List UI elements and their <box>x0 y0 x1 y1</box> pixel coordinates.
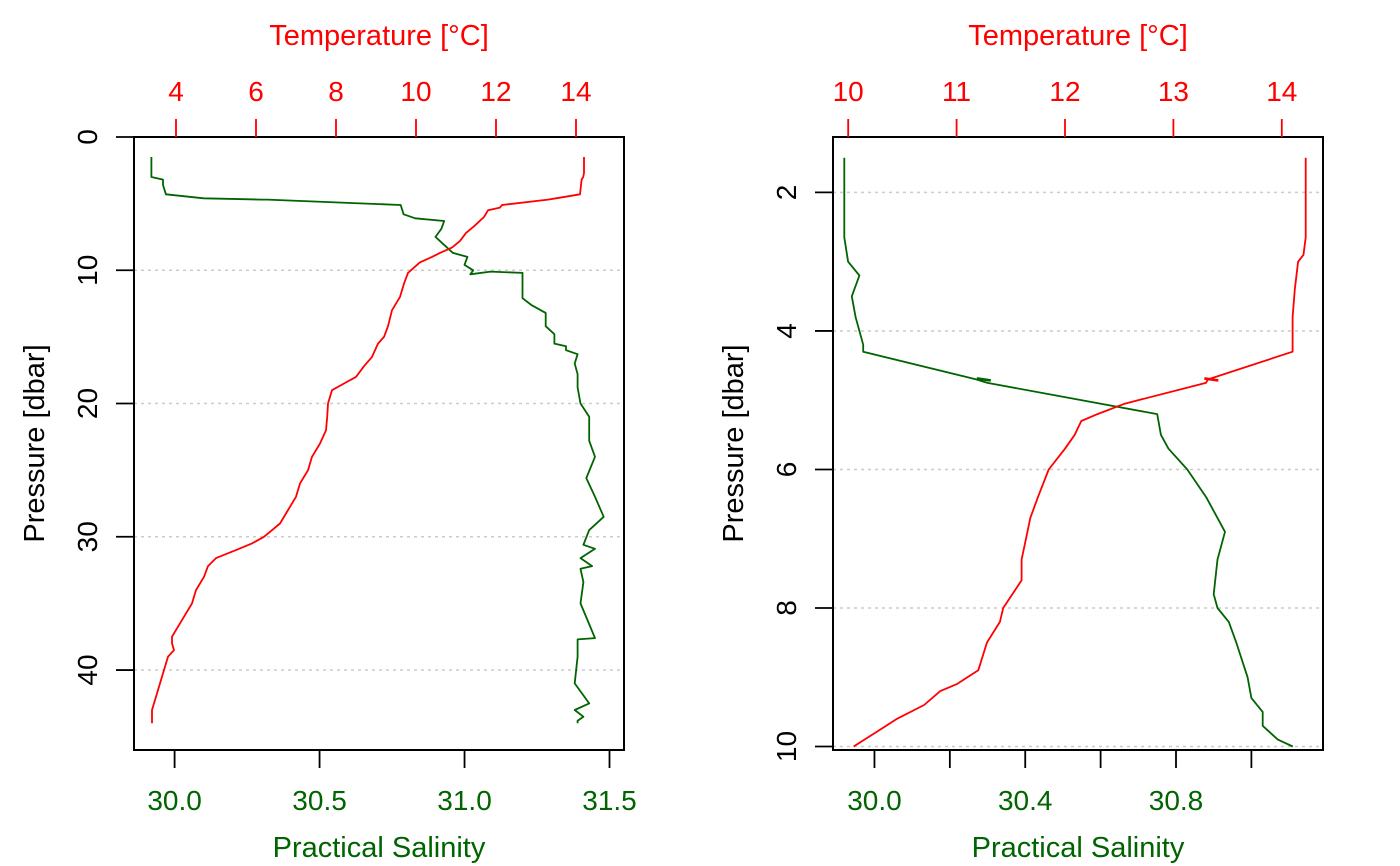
plot-frame <box>133 136 625 751</box>
y-tick-label: 4 <box>771 323 802 339</box>
x2-axis-title: Temperature [°C] <box>968 20 1188 52</box>
temperature-profile-line <box>151 157 585 724</box>
salinity-profile-line <box>150 157 605 724</box>
salinity-profile-line <box>843 157 1294 748</box>
right-profile-panel: 30.0 30.4 30.8 Practical Salinity 10 11 12 13 14… <box>718 20 1324 864</box>
x2-tick-label: 13 <box>1158 76 1189 107</box>
x2-tick-label: 14 <box>1266 76 1297 107</box>
y-tick-label: 10 <box>72 255 103 286</box>
plot-frame <box>832 136 1324 751</box>
x2-tick-label: 14 <box>560 76 591 107</box>
y-tick-label: 20 <box>72 388 103 419</box>
x-tick-label: 30.0 <box>847 785 902 816</box>
x2-tick-label: 8 <box>328 76 344 107</box>
x-tick-label: 30.4 <box>998 785 1053 816</box>
x2-tick-label: 10 <box>833 76 864 107</box>
left-profile-panel: 30.0 30.5 31.0 31.5 Practical Salinity 4 6 8 10 1… <box>19 20 637 864</box>
y-tick-label: 0 <box>72 129 103 145</box>
x-axis-title: Practical Salinity <box>273 832 486 864</box>
y-axis-title: Pressure [dbar] <box>19 344 51 542</box>
x2-tick-label: 12 <box>480 76 511 107</box>
x-tick-label: 31.5 <box>582 785 637 816</box>
y-tick-label: 2 <box>771 185 802 201</box>
x2-tick-label: 10 <box>400 76 431 107</box>
y-tick-label: 30 <box>72 521 103 552</box>
x2-axis-title: Temperature [°C] <box>269 20 489 52</box>
x-axis-title: Practical Salinity <box>972 832 1185 864</box>
temperature-marker <box>1204 377 1219 382</box>
temperature-profile-line <box>853 157 1307 748</box>
x-tick-label: 30.0 <box>147 785 202 816</box>
y-tick-label: 6 <box>771 462 802 478</box>
x2-tick-label: 6 <box>248 76 264 107</box>
x2-tick-label: 11 <box>942 76 971 107</box>
x-tick-label: 30.8 <box>1149 785 1204 816</box>
y-tick-label: 40 <box>72 654 103 685</box>
y-axis-title: Pressure [dbar] <box>718 344 750 542</box>
x-tick-label: 31.0 <box>437 785 492 816</box>
y-tick-label: 8 <box>771 600 802 616</box>
y-tick-label: 10 <box>771 731 802 762</box>
x2-tick-label: 12 <box>1049 76 1080 107</box>
x2-tick-label: 4 <box>168 76 184 107</box>
x-tick-label: 30.5 <box>292 785 347 816</box>
salinity-marker <box>976 377 991 382</box>
